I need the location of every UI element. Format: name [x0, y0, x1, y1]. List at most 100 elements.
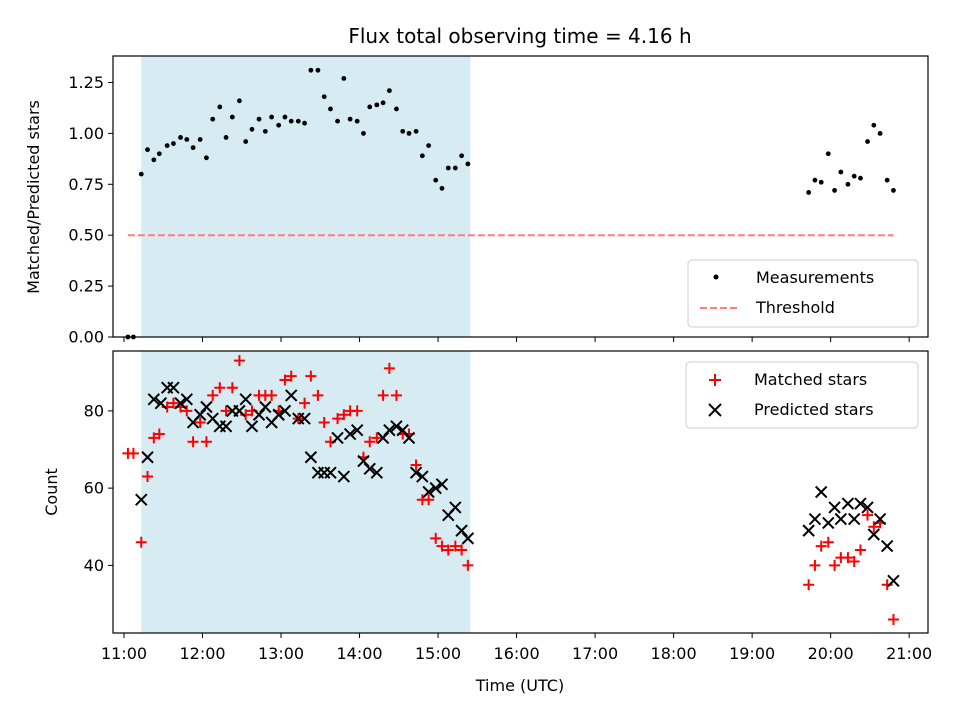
predicted-star-point [167, 381, 180, 394]
matched-star-point [442, 544, 454, 556]
predicted-star-point [449, 501, 462, 514]
predicted-star-point [252, 408, 266, 421]
measurement-point [156, 151, 162, 157]
measurement-point [197, 137, 203, 142]
predicted-star-point [429, 481, 442, 495]
measurement-point [243, 139, 249, 144]
predicted-star-point [841, 497, 855, 510]
predicted-star-point [135, 493, 148, 506]
x-ticks-top [123, 337, 910, 342]
x-axis-label: Time (UTC) [475, 676, 564, 695]
matched-star-point [305, 370, 317, 382]
top-ytick-label: 1.25 [68, 73, 104, 92]
matched-star-point [449, 540, 461, 552]
bottom-ytick-label: 60 [84, 479, 104, 498]
predicted-star-point [887, 574, 900, 588]
matched-star-point [318, 416, 330, 428]
legend-label-measurements: Measurements [756, 268, 874, 287]
measurement-point [374, 102, 380, 108]
top-ytick-label: 0.25 [68, 277, 104, 296]
predicted-star-point [422, 485, 435, 499]
predicted-star-point [219, 420, 233, 433]
predicted-star-point [285, 389, 298, 402]
legend-marker-predicted [708, 403, 722, 417]
legend-marker-matched [709, 374, 721, 386]
measurement-point [891, 187, 896, 193]
matched-star-point [167, 397, 179, 409]
measurement-point [825, 151, 831, 157]
matched-star-point [135, 536, 147, 548]
matched-star-point [226, 382, 238, 394]
measurement-point [884, 177, 890, 183]
matched-star-point [220, 405, 232, 417]
predicted-star-point [245, 420, 259, 433]
predicted-star-point [880, 539, 894, 553]
chart-title: Flux total observing time = 4.16 h [348, 24, 691, 48]
predicted-star-point [324, 466, 337, 479]
measurement-point [217, 104, 223, 110]
predicted-star-point [873, 512, 887, 526]
measurement-point [262, 128, 268, 134]
predicted-star-point [815, 485, 828, 499]
predicted-star-point [259, 400, 272, 414]
predicted-star-point [867, 528, 881, 541]
predicted-star-point [350, 423, 364, 437]
observing-window-shade-top [141, 56, 471, 337]
measurement-point [858, 175, 863, 181]
legend-top: Measurements Threshold [687, 259, 919, 328]
predicted-star-point [154, 396, 168, 410]
measurement-point [406, 130, 412, 136]
bottom-xtick-label: 14:00 [336, 644, 382, 663]
matched-star-point [312, 389, 324, 401]
measurement-point [419, 153, 425, 159]
measurement-point [302, 120, 307, 126]
predicted-star-point [278, 404, 292, 418]
bottom-xtick-label: 19:00 [729, 644, 775, 663]
bottom-xtick-label: 13:00 [258, 644, 304, 663]
bottom-xtick-label: 20:00 [808, 644, 854, 663]
measurement-point [190, 145, 196, 151]
predicted-star-point [390, 420, 403, 433]
predicted-star-point [828, 501, 841, 514]
observing-window-shade-bottom [141, 351, 471, 633]
measurement-point [269, 114, 275, 120]
matched-star-point [423, 494, 435, 506]
matched-star-point [456, 544, 468, 556]
measurement-point [806, 190, 812, 195]
predicted-star-point [396, 423, 409, 437]
matched-star-point [803, 579, 815, 591]
predicted-star-point [343, 427, 357, 441]
matched-star-point [127, 447, 139, 459]
count-panel: 40 60 80 11:00 12:00 13:00 14:00 15:00 16:00 17:… [42, 350, 932, 695]
predicted-star-point [808, 512, 822, 526]
measurement-point [347, 116, 353, 122]
measurement-point [145, 147, 150, 153]
measurement-point [439, 185, 445, 191]
bottom-xtick-label: 18:00 [651, 644, 697, 663]
predicted-star-point [847, 512, 861, 526]
predicted-star-point [174, 396, 187, 410]
matched-star-point [266, 389, 278, 401]
axes-frame-top [112, 55, 929, 338]
measurement-point [871, 122, 877, 128]
bottom-xtick-label: 16:00 [494, 644, 540, 663]
measurement-point [138, 171, 144, 177]
predicted-star-point [200, 400, 213, 414]
matched-star-point [142, 471, 154, 483]
legend-label-matched: Matched stars [754, 370, 867, 389]
predicted-star-point [861, 501, 874, 514]
measurement-point [171, 141, 176, 146]
x-ticks-bottom: 11:00 12:00 13:00 14:00 15:00 16:00 17:00 18:00… [101, 633, 932, 663]
measurement-point [151, 157, 157, 163]
predicted-star-point [141, 451, 154, 464]
predicted-star-point [435, 478, 449, 491]
predicted-star-point [854, 497, 867, 510]
measurement-point [426, 143, 432, 148]
measurement-point [315, 67, 321, 73]
measurement-point [380, 100, 386, 106]
measurement-point [865, 139, 870, 144]
matched-star-point [200, 436, 212, 448]
measurement-point [400, 128, 406, 134]
predicted-star-point [455, 524, 468, 537]
predicted-star-point [193, 408, 207, 421]
